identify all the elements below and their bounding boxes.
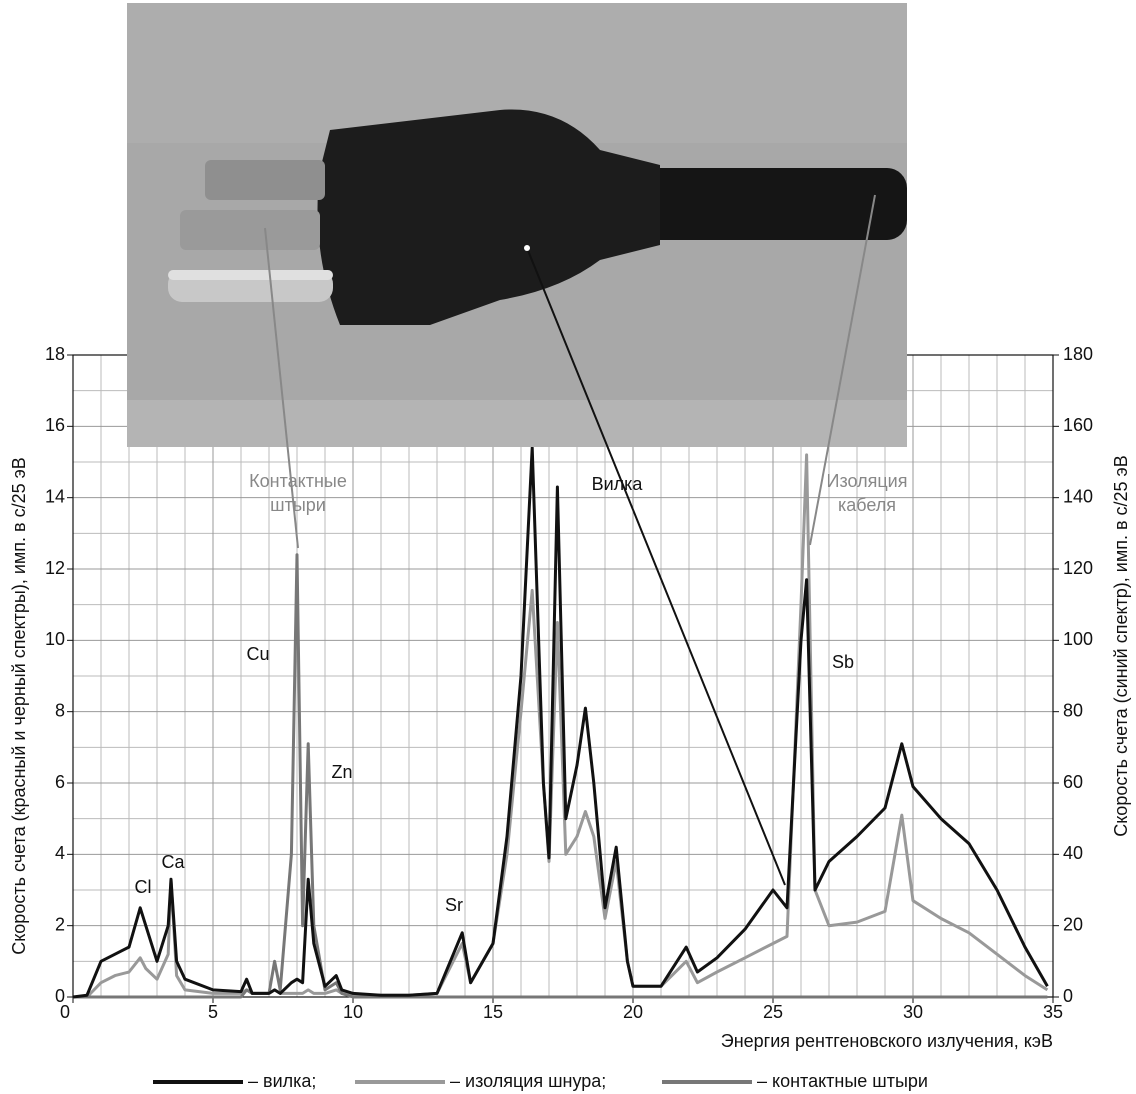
- y2-tick-label: 180: [1063, 344, 1093, 364]
- y-tick-label: 16: [45, 415, 65, 435]
- y-tick-label: 6: [55, 772, 65, 792]
- x-tick-label: 30: [903, 1002, 923, 1022]
- peak-label: Sr: [445, 895, 463, 915]
- peak-label: Sb: [832, 652, 854, 672]
- y2-tick-label: 0: [1063, 986, 1073, 1006]
- y-tick-label: 18: [45, 344, 65, 364]
- legend-label: – контактные штыри: [757, 1071, 928, 1091]
- peak-label: Zn: [331, 762, 352, 782]
- peak-label: Ca: [161, 852, 185, 872]
- series-line: [72, 446, 1049, 999]
- y2-tick-label: 80: [1063, 700, 1083, 720]
- callout-label: Изоляция: [827, 471, 908, 491]
- y2-tick-label: 120: [1063, 558, 1093, 578]
- y2-axis-label: Скорость счета (синий спектр), имп. в с/…: [1111, 455, 1131, 837]
- series-line: [73, 553, 1048, 999]
- leader-line: [264, 227, 299, 549]
- x-tick-label: 10: [343, 1002, 363, 1022]
- peak-label: Cl: [135, 877, 152, 897]
- photo: [127, 3, 907, 447]
- overlay: 0 5 10 15 20 25 30 3502468101214161802040608010…: [9, 194, 1131, 1091]
- callout-label: кабеля: [838, 495, 896, 515]
- y2-tick-label: 60: [1063, 772, 1083, 792]
- x-tick-label: 20: [623, 1002, 643, 1022]
- y-tick-label: 2: [55, 914, 65, 934]
- x-tick-label: 25: [763, 1002, 783, 1022]
- legend-label: – вилка;: [248, 1071, 316, 1091]
- y2-tick-label: 40: [1063, 843, 1083, 863]
- peak-label: Вилка: [592, 474, 644, 494]
- y-axis-label: Скорость счета (красный и черный спектры…: [9, 457, 29, 955]
- y-tick-label: 4: [55, 843, 65, 863]
- leader-line: [809, 194, 876, 546]
- y2-tick-label: 20: [1063, 914, 1083, 934]
- x-axis-label: Энергия рентгеновского излучения, кэВ: [721, 1031, 1053, 1051]
- leader-dot: [524, 245, 530, 251]
- plot-area: [67, 354, 1059, 1003]
- y2-tick-label: 140: [1063, 486, 1093, 506]
- series-line: [73, 453, 1049, 999]
- y-tick-label: 12: [45, 558, 65, 578]
- y-tick-label: 14: [45, 486, 65, 506]
- callout-label: штыри: [270, 495, 326, 515]
- y2-tick-label: 160: [1063, 415, 1093, 435]
- y-tick-label: 10: [45, 629, 65, 649]
- y-tick-label: 0: [55, 986, 65, 1006]
- leader-line: [526, 247, 786, 886]
- y2-tick-label: 100: [1063, 629, 1093, 649]
- y-tick-label: 8: [55, 700, 65, 720]
- x-tick-label: 35: [1043, 1002, 1063, 1022]
- peak-label: Cu: [246, 644, 269, 664]
- x-tick-label: 0: [60, 1002, 70, 1022]
- x-tick-label: 15: [483, 1002, 503, 1022]
- x-tick-label: 5: [208, 1002, 218, 1022]
- legend-label: – изоляция шнура;: [450, 1071, 606, 1091]
- callout-label: Контактные: [249, 471, 347, 491]
